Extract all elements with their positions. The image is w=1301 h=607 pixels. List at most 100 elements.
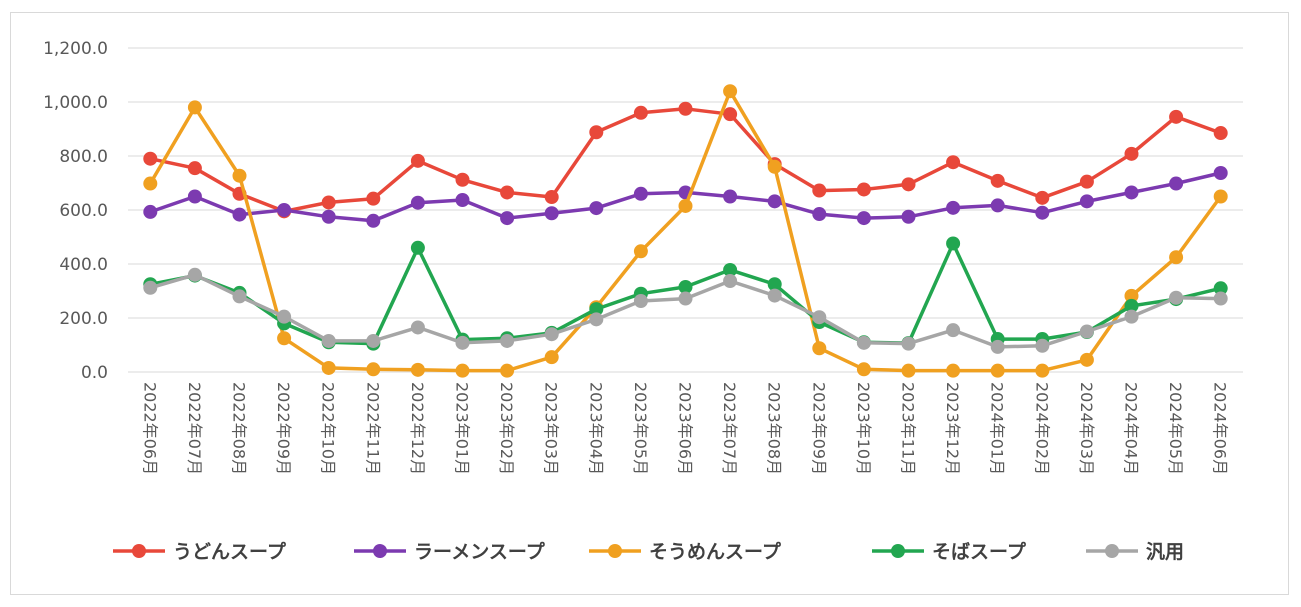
x-tick-label: 2023年11月	[899, 382, 918, 475]
data-point	[990, 363, 1005, 378]
data-point	[143, 176, 158, 191]
data-point	[544, 206, 559, 221]
y-tick-label: 400.0	[59, 255, 108, 275]
data-point	[366, 213, 381, 228]
data-point	[321, 195, 336, 210]
legend-item: そばスープ	[872, 540, 1027, 563]
legend-item: ラーメンスープ	[354, 540, 546, 563]
data-point	[589, 125, 604, 140]
data-point	[633, 186, 648, 201]
x-tick-label: 2024年06月	[1211, 382, 1230, 475]
data-point	[500, 211, 515, 226]
data-point	[455, 193, 470, 208]
data-point	[187, 267, 202, 282]
data-point	[633, 244, 648, 259]
legend-marker	[608, 544, 622, 558]
data-point	[544, 190, 559, 205]
data-point	[901, 209, 916, 224]
x-tick-label: 2022年12月	[408, 382, 427, 475]
data-point	[143, 151, 158, 166]
data-point	[1169, 176, 1184, 191]
x-tick-label: 2022年09月	[274, 382, 293, 475]
data-point	[856, 211, 871, 226]
data-point	[812, 207, 827, 222]
data-point	[946, 155, 961, 170]
data-point	[1035, 363, 1050, 378]
legend-item: そうめんスープ	[589, 540, 782, 563]
data-point	[1213, 291, 1228, 306]
x-tick-label: 2024年01月	[988, 382, 1007, 475]
data-point	[232, 289, 247, 304]
legend-item: 汎用	[1086, 540, 1184, 563]
y-tick-label: 1,000.0	[43, 93, 108, 113]
x-axis-ticks: 2022年06月 2022年07月 2022年08月 2022年09月 2022年10月…	[140, 382, 1229, 475]
data-point	[678, 279, 693, 294]
data-point	[500, 333, 515, 348]
data-point	[1213, 126, 1228, 141]
legend: うどんスープ ラーメンスープ そうめんスープ そばスープ 汎用	[113, 540, 1184, 563]
x-tick-label: 2023年05月	[631, 382, 650, 475]
data-point	[143, 204, 158, 219]
data-point	[232, 168, 247, 183]
data-point	[767, 277, 782, 292]
y-tick-label: 0.0	[81, 363, 108, 383]
data-point	[1035, 338, 1050, 353]
data-point	[723, 189, 738, 204]
data-point	[1124, 309, 1139, 324]
legend-label: ラーメンスープ	[414, 540, 546, 563]
legend-marker	[373, 544, 387, 558]
data-point	[1035, 205, 1050, 220]
data-point	[946, 200, 961, 215]
data-point	[321, 209, 336, 224]
data-point	[678, 198, 693, 213]
x-tick-label: 2023年07月	[720, 382, 739, 475]
x-tick-label: 2024年05月	[1166, 382, 1185, 475]
legend-label: そうめんスープ	[649, 540, 782, 563]
data-point	[589, 312, 604, 327]
series-2	[143, 166, 1228, 228]
legend-label: 汎用	[1146, 540, 1184, 563]
data-point	[678, 101, 693, 116]
data-point	[366, 333, 381, 348]
data-point	[500, 185, 515, 200]
data-point	[1213, 281, 1228, 296]
x-tick-label: 2022年06月	[140, 382, 159, 475]
x-tick-label: 2022年11月	[363, 382, 382, 475]
data-point	[723, 274, 738, 289]
data-point	[723, 262, 738, 277]
data-point	[321, 333, 336, 348]
data-point	[500, 363, 515, 378]
x-tick-label: 2022年08月	[230, 382, 249, 475]
data-point	[410, 362, 425, 377]
data-point	[856, 362, 871, 377]
data-point	[1079, 174, 1094, 189]
data-point	[455, 172, 470, 187]
data-point	[277, 331, 292, 346]
data-point	[232, 207, 247, 222]
x-tick-label: 2023年02月	[497, 382, 516, 475]
series-group	[143, 84, 1228, 378]
data-point	[1169, 290, 1184, 305]
data-point	[410, 240, 425, 255]
series-line	[148, 89, 1223, 373]
data-point	[589, 201, 604, 216]
x-tick-label: 2023年04月	[586, 382, 605, 475]
data-point	[856, 335, 871, 350]
x-tick-label: 2023年09月	[809, 382, 828, 475]
data-point	[633, 105, 648, 120]
x-tick-label: 2022年10月	[319, 382, 338, 475]
legend-item: うどんスープ	[113, 540, 287, 563]
data-point	[1124, 298, 1139, 313]
data-point	[1079, 352, 1094, 367]
data-point	[723, 84, 738, 99]
data-point	[1124, 146, 1139, 161]
data-point	[990, 173, 1005, 188]
data-point	[187, 100, 202, 115]
data-point	[1124, 288, 1139, 303]
legend-label: うどんスープ	[173, 540, 287, 563]
data-point	[187, 161, 202, 176]
data-point	[321, 360, 336, 375]
data-point	[143, 280, 158, 295]
y-tick-label: 200.0	[59, 309, 108, 329]
y-tick-label: 800.0	[59, 147, 108, 167]
